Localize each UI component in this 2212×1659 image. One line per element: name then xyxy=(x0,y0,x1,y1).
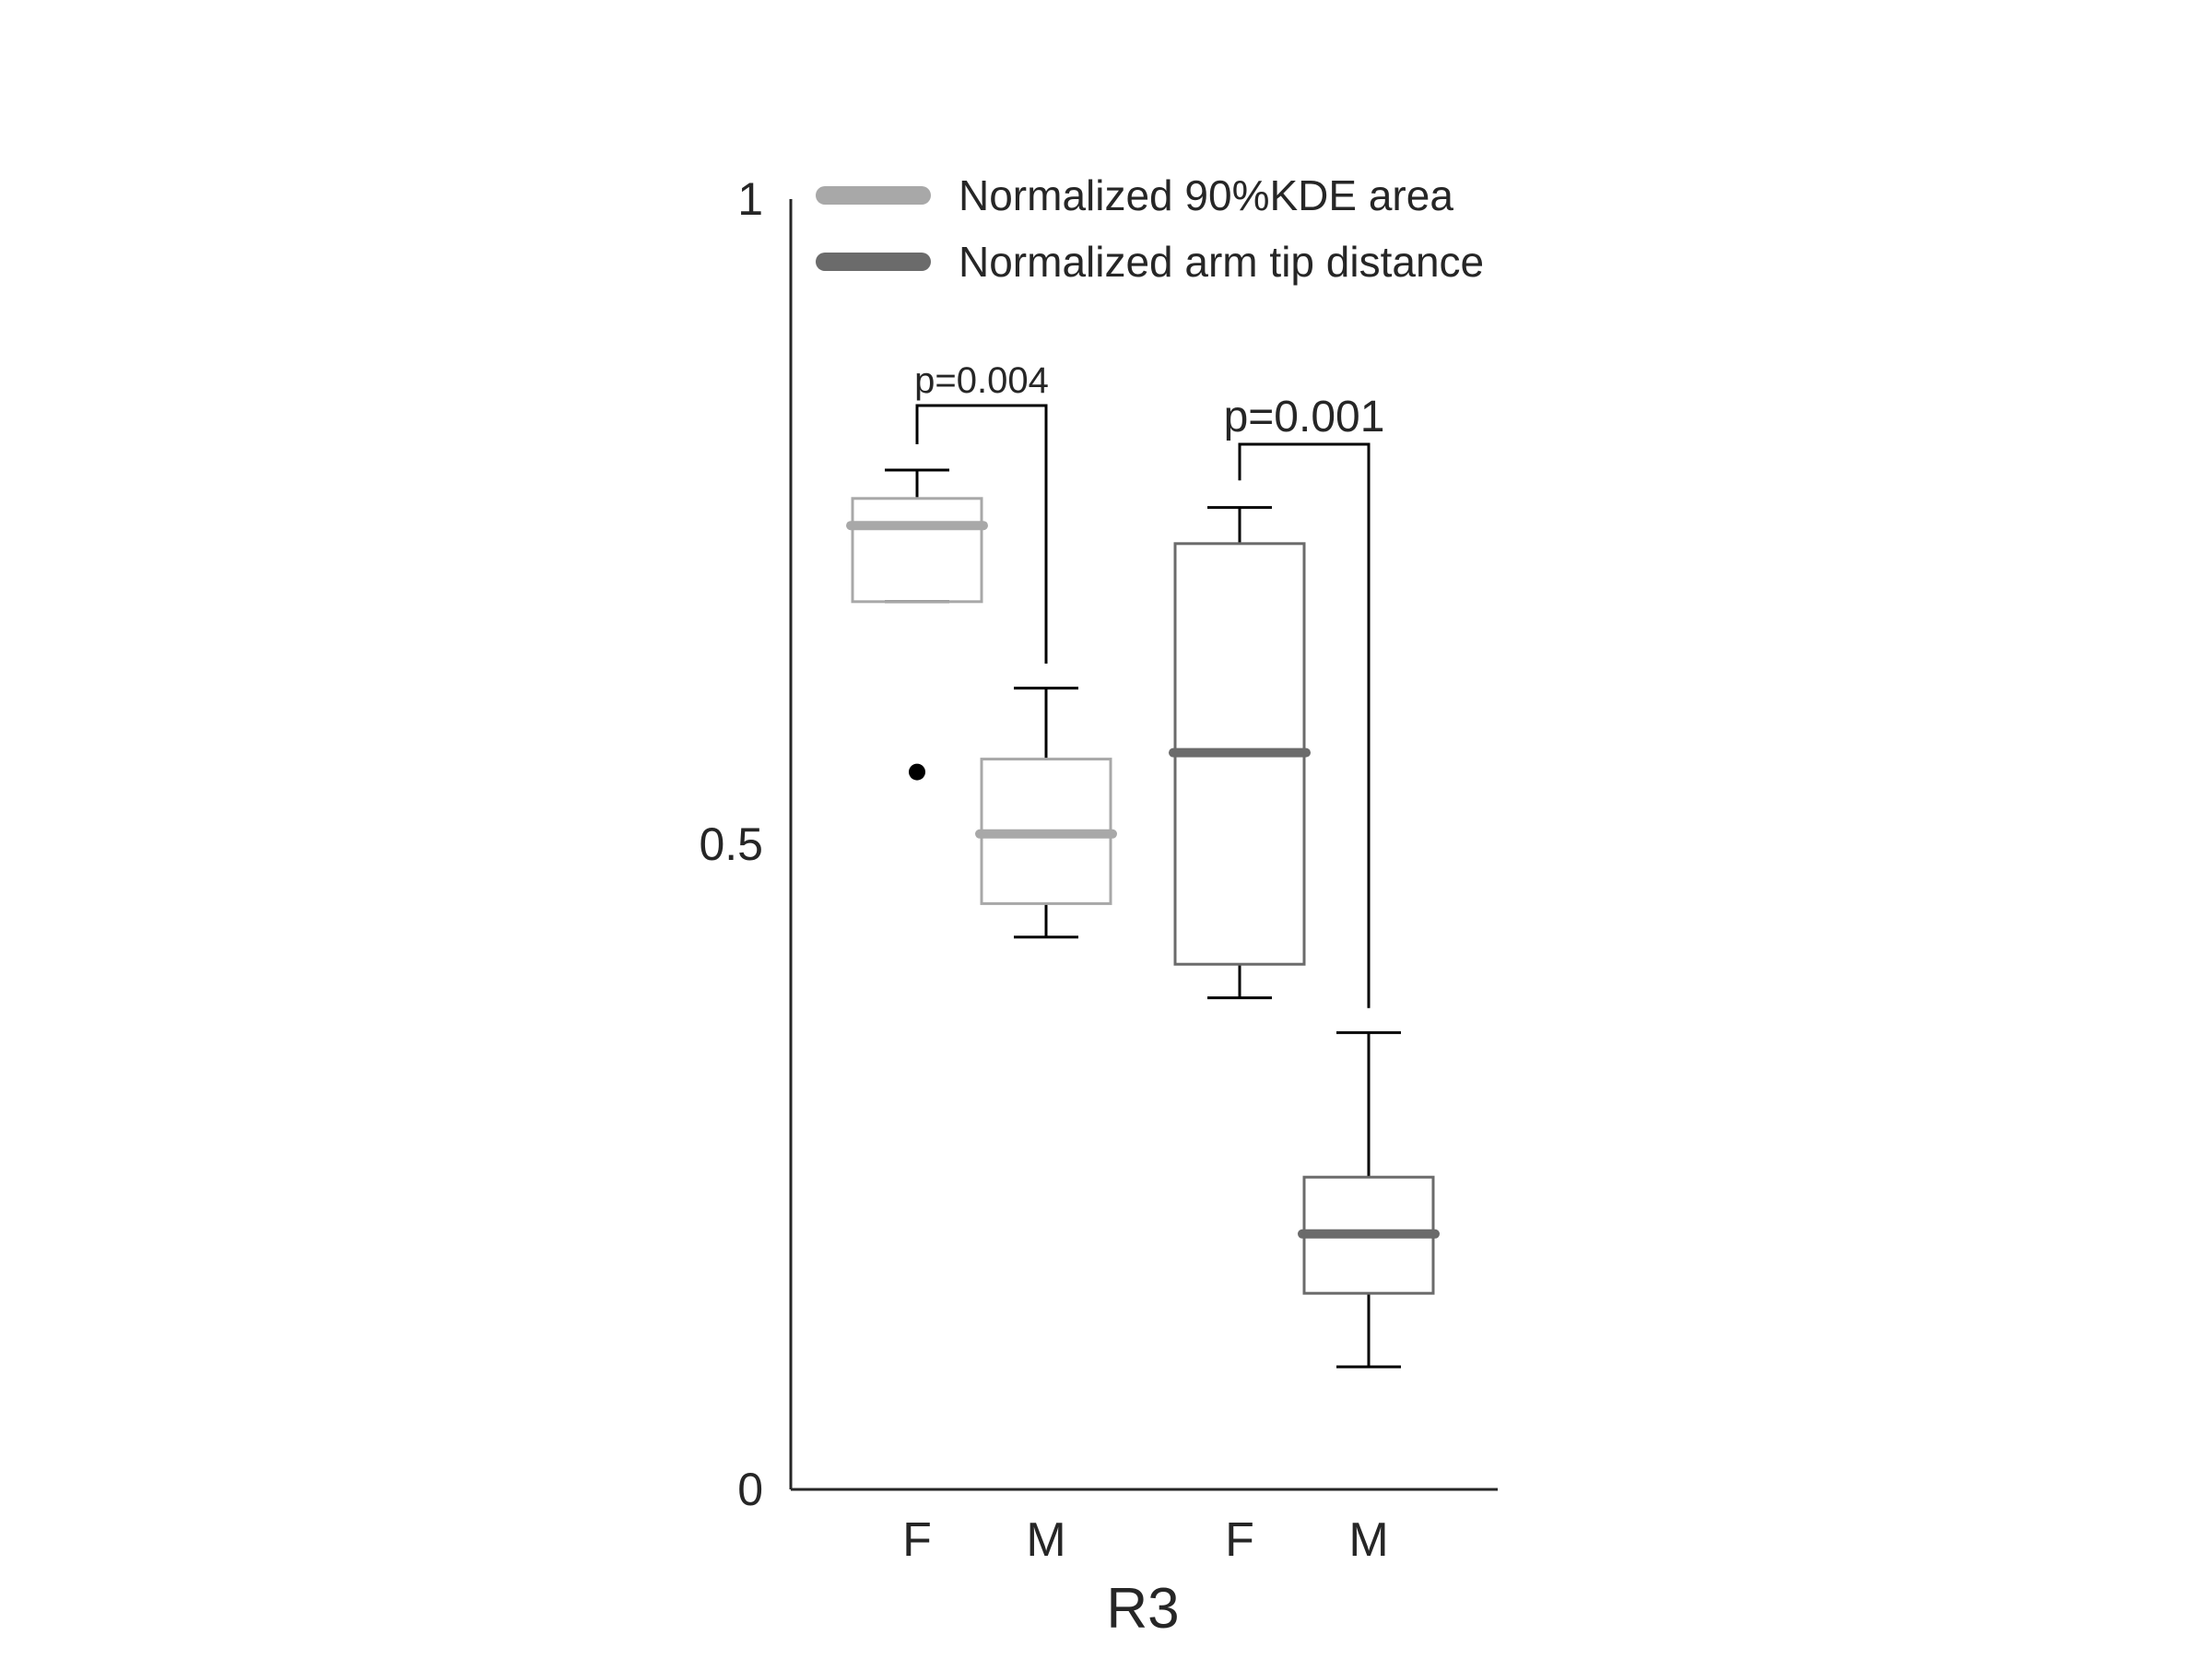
x-tick-label: M xyxy=(1026,1513,1065,1567)
legend-entry: Normalized 90%KDE area xyxy=(816,171,1453,219)
legend-label: Normalized arm tip distance xyxy=(959,238,1484,286)
box-kde-area-m xyxy=(975,687,1117,939)
x-tick-label: M xyxy=(1348,1513,1388,1567)
significance-bracket: p=0.001 xyxy=(1224,393,1385,1008)
legend-label: Normalized 90%KDE area xyxy=(959,171,1453,219)
box-rect xyxy=(851,497,983,604)
x-tick-label: F xyxy=(1225,1513,1254,1567)
y-tick-label: 1 xyxy=(737,173,763,225)
p-value-label: p=0.001 xyxy=(1224,393,1385,441)
axes: 0 0.5 1 F M F M R3 xyxy=(699,173,1498,1641)
bracket-line xyxy=(915,404,1048,664)
y-tick-label: 0.5 xyxy=(699,818,763,870)
x-tick-label: F xyxy=(902,1513,932,1567)
y-tick-label: 0 xyxy=(737,1464,763,1515)
box-plot-area xyxy=(846,468,1440,1369)
legend-entry: Normalized arm tip distance xyxy=(816,238,1484,286)
box-arm-tip-m xyxy=(1298,1030,1440,1369)
p-value-label: p=0.004 xyxy=(914,360,1049,401)
box-arm-tip-f xyxy=(1169,506,1311,1000)
outlier-point xyxy=(909,763,925,781)
significance-bracket: p=0.004 xyxy=(914,360,1049,664)
x-axis-label: R3 xyxy=(1106,1577,1179,1641)
box-kde-area-f xyxy=(846,468,988,781)
significance-annotations: p=0.004 p=0.001 xyxy=(914,360,1384,1008)
bracket-line xyxy=(1238,442,1371,1008)
legend: Normalized 90%KDE area Normalized arm tip… xyxy=(816,171,1484,286)
